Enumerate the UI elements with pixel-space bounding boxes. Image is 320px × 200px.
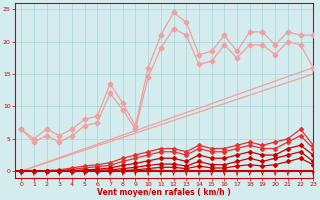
X-axis label: Vent moyen/en rafales ( km/h ): Vent moyen/en rafales ( km/h ) [97,188,231,197]
